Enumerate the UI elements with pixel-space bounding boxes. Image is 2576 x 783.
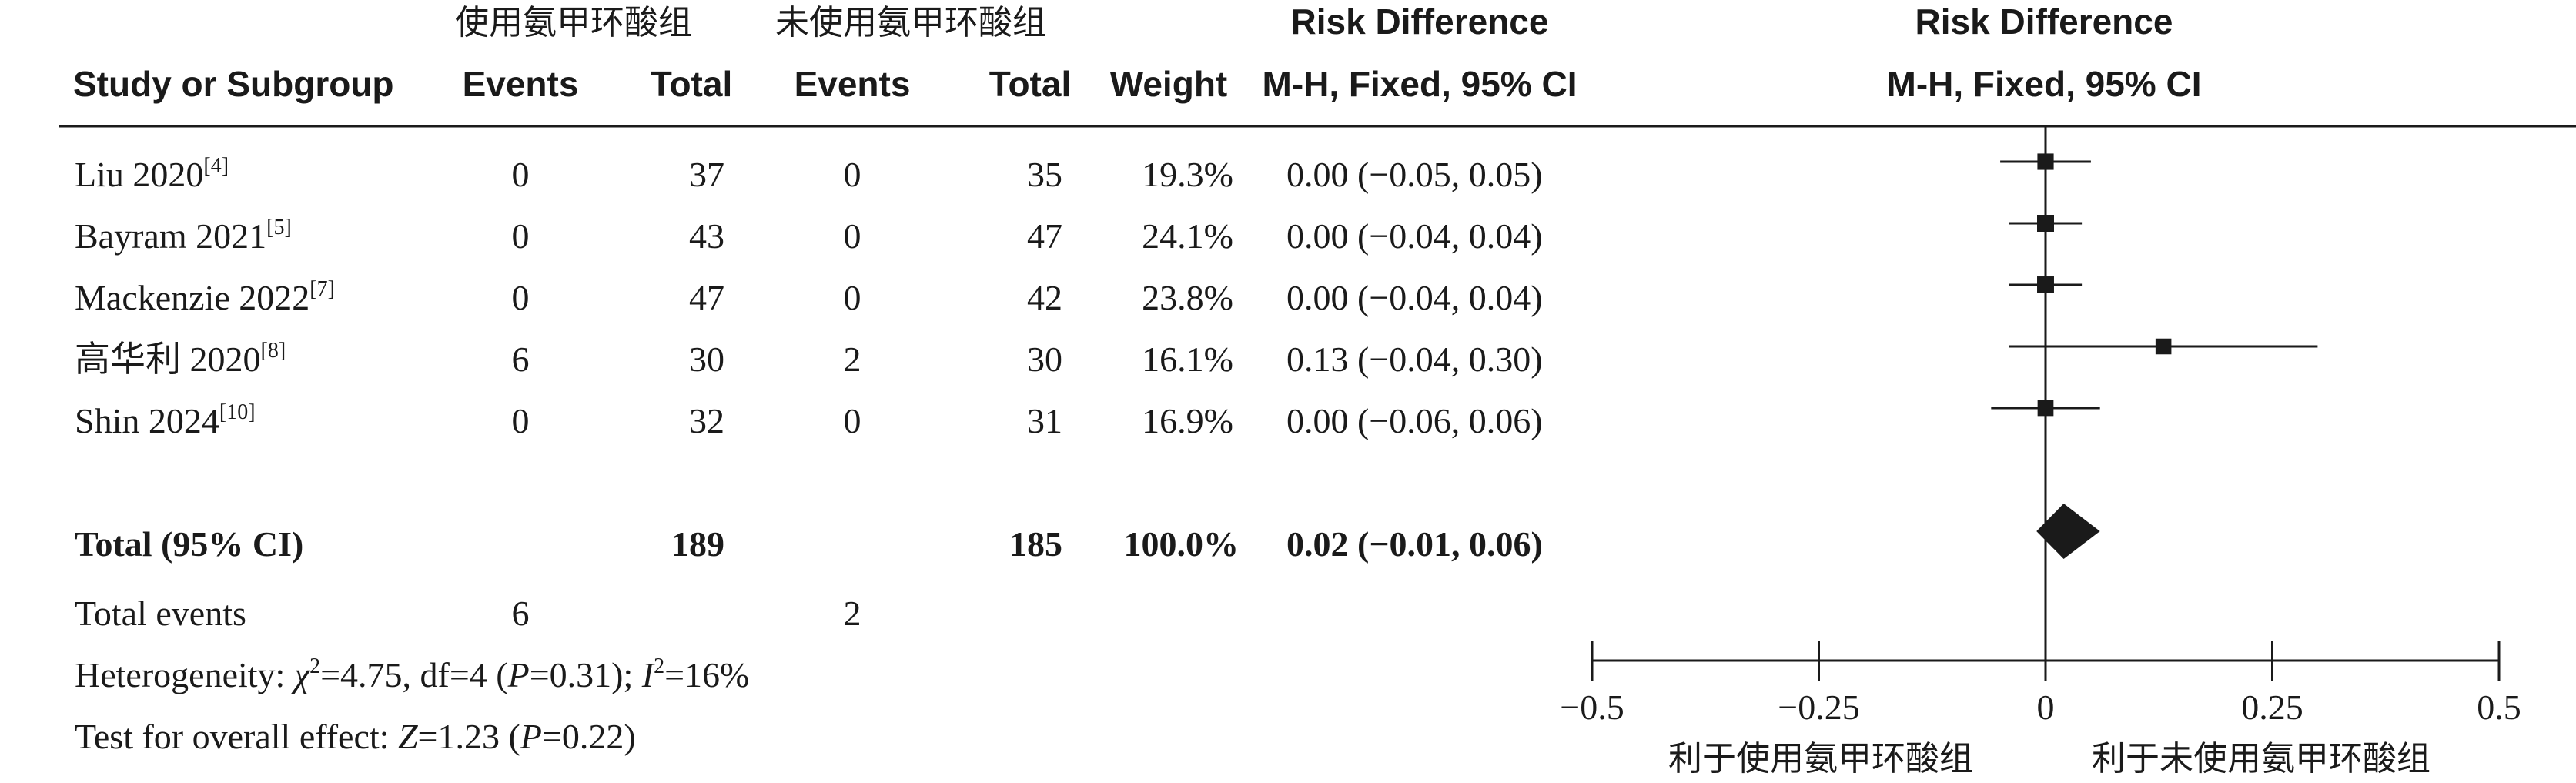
col-events2-header: Events — [795, 64, 911, 104]
weight-cell: 19.3% — [1142, 155, 1233, 194]
total2-cell: 31 — [1027, 401, 1062, 440]
study-row: Shin 2024[10] 0 32 0 31 16.9% 0.00 (−0.06, 0.0… — [75, 400, 1543, 440]
study-reference: [5] — [266, 216, 292, 239]
col-total2-header: Total — [989, 64, 1071, 104]
col-total1-header: Total — [651, 64, 732, 104]
effect-method-header: M-H, Fixed, 95% CI — [1263, 64, 1577, 104]
ci-cell: 0.00 (−0.04, 0.04) — [1286, 278, 1543, 317]
study-rows: Liu 2020[4] 0 37 0 35 19.3% 0.00 (−0.05, 0.05)… — [75, 154, 1543, 440]
weight-cell: 16.1% — [1142, 340, 1233, 379]
total2-cell: 47 — [1027, 216, 1062, 256]
events1-cell: 0 — [512, 401, 530, 440]
study-name: Liu 2020[4] — [75, 154, 229, 194]
study-point-estimate — [2037, 153, 2054, 170]
col-events1-header: Events — [463, 64, 579, 104]
study-name: Mackenzie 2022[7] — [75, 277, 335, 317]
events2-cell: 0 — [844, 155, 861, 194]
plot-method-header: M-H, Fixed, 95% CI — [1887, 64, 2202, 104]
study-reference: [8] — [261, 339, 286, 363]
events2-cell: 2 — [844, 340, 861, 379]
study-reference: [10] — [219, 400, 256, 424]
total2-cell: 30 — [1027, 340, 1062, 379]
weight-cell: 16.9% — [1142, 401, 1233, 440]
total-label: Total (95% CI) — [75, 524, 303, 564]
total-ci: 0.02 (−0.01, 0.06) — [1286, 524, 1543, 564]
total-total1: 189 — [671, 524, 724, 564]
study-point-estimate — [2037, 276, 2054, 293]
weight-cell: 24.1% — [1142, 216, 1233, 256]
total2-cell: 35 — [1027, 155, 1062, 194]
events1-cell: 6 — [512, 340, 530, 379]
study-reference: [7] — [309, 277, 335, 301]
total2-cell: 42 — [1027, 278, 1062, 317]
study-row: Bayram 2021[5] 0 43 0 47 24.1% 0.00 (−0.04, 0.… — [75, 216, 1543, 256]
ci-cell: 0.00 (−0.06, 0.06) — [1286, 401, 1543, 440]
x-tick-label: −0.5 — [1560, 688, 1624, 727]
events1-cell: 0 — [512, 155, 530, 194]
study-row: Liu 2020[4] 0 37 0 35 19.3% 0.00 (−0.05, 0.05) — [75, 154, 1543, 194]
x-tick-label: 0.5 — [2477, 688, 2521, 727]
favours-left-label: 利于使用氨甲环酸组 — [1668, 739, 1973, 778]
forest-plot-area: −0.5 −0.25 0 0.25 0.5 — [1560, 126, 2521, 727]
heterogeneity-text: Heterogeneity: χ2=4.75, df=4 (P=0.31); I… — [75, 654, 749, 694]
study-point-estimate — [2037, 400, 2054, 417]
x-tick-label: −0.25 — [1778, 688, 1859, 727]
col-study-header: Study or Subgroup — [73, 64, 394, 104]
effect-title: Risk Difference — [1291, 2, 1549, 42]
events1-cell: 0 — [512, 216, 530, 256]
study-point-estimate — [2037, 215, 2054, 232]
pooled-estimate-diamond — [2036, 504, 2100, 559]
ci-cell: 0.13 (−0.04, 0.30) — [1286, 340, 1543, 379]
events1-cell: 0 — [512, 278, 530, 317]
study-point-estimate — [2155, 338, 2172, 355]
total-total2: 185 — [1009, 524, 1062, 564]
total1-cell: 30 — [689, 340, 724, 379]
study-reference: [4] — [203, 154, 229, 178]
events2-cell: 0 — [844, 216, 861, 256]
study-name: Bayram 2021[5] — [75, 216, 292, 256]
overall-effect-text: Test for overall effect: Z=1.23 (P=0.22) — [75, 717, 636, 756]
events2-cell: 0 — [844, 278, 861, 317]
total-events-label: Total events — [75, 594, 246, 633]
col-weight-header: Weight — [1110, 64, 1227, 104]
total1-cell: 32 — [689, 401, 724, 440]
study-name: 高华利 2020[8] — [75, 339, 286, 379]
total-row: Total (95% CI) 189 185 100.0% 0.02 (−0.0… — [75, 524, 1543, 564]
total-events1: 6 — [512, 594, 530, 633]
study-row: Mackenzie 2022[7] 0 47 0 42 23.8% 0.00 (−0.04,… — [75, 277, 1543, 317]
study-row: 高华利 2020[8] 6 30 2 30 16.1% 0.13 (−0.04, 0.30) — [75, 339, 1543, 379]
x-tick-label: 0 — [2037, 688, 2055, 727]
total1-cell: 47 — [689, 278, 724, 317]
group2-header: 未使用氨甲环酸组 — [775, 3, 1046, 42]
events2-cell: 0 — [844, 401, 861, 440]
total-weight: 100.0% — [1124, 524, 1239, 564]
x-tick-label: 0.25 — [2241, 688, 2303, 727]
favours-right-label: 利于未使用氨甲环酸组 — [2092, 739, 2430, 778]
ci-cell: 0.00 (−0.05, 0.05) — [1286, 155, 1543, 194]
total-events2: 2 — [844, 594, 861, 633]
ci-cell: 0.00 (−0.04, 0.04) — [1286, 216, 1543, 256]
total1-cell: 43 — [689, 216, 724, 256]
weight-cell: 23.8% — [1142, 278, 1233, 317]
study-name: Shin 2024[10] — [75, 400, 256, 440]
plot-title: Risk Difference — [1915, 2, 2173, 42]
group1-header: 使用氨甲环酸组 — [455, 3, 692, 42]
total1-cell: 37 — [689, 155, 724, 194]
